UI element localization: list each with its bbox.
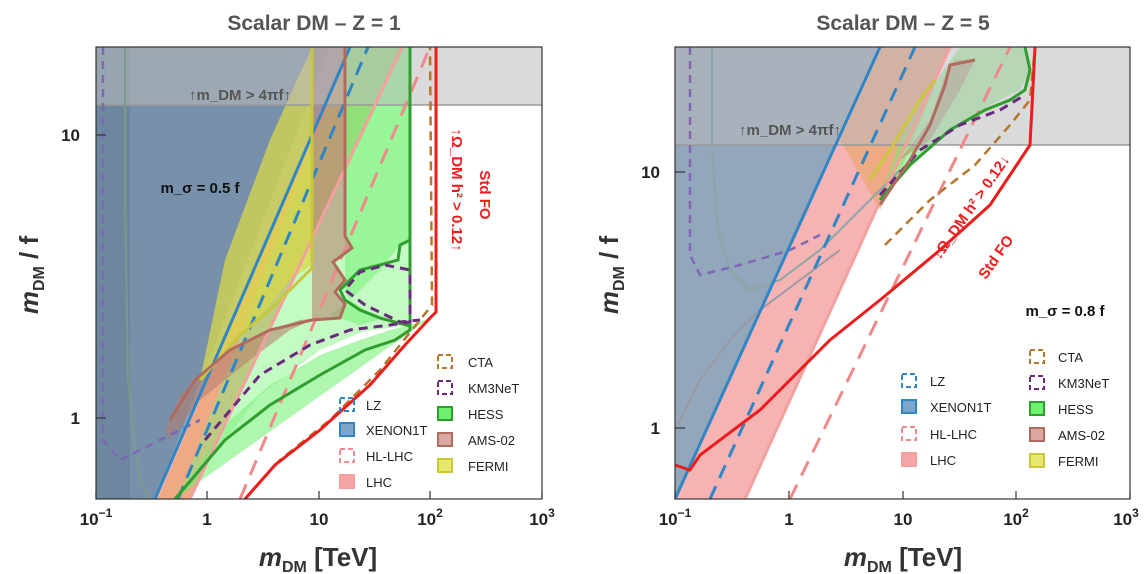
left-xenon-line: [153, 47, 352, 499]
right-perturbativity-label: ↑m_DM > 4πf↑: [739, 122, 841, 139]
right-legend-hllhc: HL-LHC: [930, 427, 977, 442]
right-legend-lz: LZ: [930, 374, 945, 389]
right-legend-km3net: KM3NeT: [1058, 376, 1109, 391]
right-legend-fermi: FERMI: [1058, 454, 1098, 469]
left-hess-region: [175, 47, 430, 499]
right-panel: Scalar DM – Z = 5: [594, 12, 1139, 574]
right-legend-ams: AMS-02: [1058, 428, 1105, 443]
right-legend-xenon: XENON1T: [930, 400, 991, 415]
left-lhc-line: [188, 47, 404, 499]
left-plot-area: [96, 47, 542, 499]
left-xtick-1: 1: [202, 510, 211, 529]
right-xtick-2: 10: [894, 510, 913, 529]
right-km3net-line: [878, 93, 1026, 196]
left-ams-line: [168, 47, 354, 421]
right-stdfo-label: Std FO: [975, 232, 1017, 282]
left-legend-hess: HESS: [468, 407, 504, 422]
right-fermi-line: [868, 79, 937, 181]
left-fermi-line: [198, 47, 314, 381]
left-legend-hllhc: HL-LHC: [366, 449, 413, 464]
left-hllhc-line: [238, 47, 432, 499]
left-gray-curve: [124, 47, 151, 499]
right-ytick-0: 1: [651, 419, 660, 438]
right-xticks: [674, 491, 1131, 499]
left-fermi-region: [200, 47, 312, 380]
right-mass-ratio-label: m_σ = 0.8 f: [1025, 303, 1105, 320]
left-stdfo-line: [243, 47, 438, 499]
left-ytick-1: 10: [61, 126, 80, 145]
left-perturbativity-band: [96, 47, 542, 105]
left-legend-cta: CTA: [468, 355, 493, 370]
left-ylabel: mDM / f: [14, 235, 48, 314]
left-mass-ratio-label: m_σ = 0.5 f: [160, 180, 240, 197]
left-km3net-line: [203, 263, 421, 441]
right-xlabel: mDM [TeV]: [844, 542, 962, 574]
left-purple-dash-lowmass: [101, 47, 201, 462]
left-xlabel: mDM [TeV]: [259, 542, 377, 574]
right-gray-curve-2: [675, 249, 841, 431]
right-ytick-1: 10: [641, 163, 660, 182]
left-ytick-0: 1: [71, 409, 80, 428]
left-title: Scalar DM – Z = 1: [227, 12, 401, 35]
left-dark-overlay: [96, 47, 130, 499]
right-stdfo-line: [675, 47, 1037, 472]
left-xtick-3: 102: [417, 506, 443, 529]
right-purple-dash-lowmass: [688, 47, 821, 277]
left-perturbativity-label: ↑m_DM > 4πf↑: [189, 87, 291, 104]
right-hess-line: [878, 47, 1032, 201]
right-gray-curve: [711, 47, 901, 292]
left-hess-line: [173, 47, 412, 499]
right-ams-line: [878, 58, 976, 206]
right-legend-lhc: LHC: [930, 453, 956, 468]
right-hllhc-line: [788, 47, 1012, 499]
left-xtick-2: 10: [310, 510, 329, 529]
right-ylabel: mDM / f: [594, 235, 628, 314]
right-legend: LZ XENON1T HL-LHC LHC CTA KM3NeT HESS AM…: [901, 349, 1109, 469]
left-relic-label: ↑Ω_DM h² > 0.12↑: [448, 128, 465, 251]
left-xtick-0: 10−1: [80, 506, 113, 529]
left-legend-xenon: XENON1T: [366, 423, 427, 438]
left-legend-km3net: KM3NeT: [468, 381, 519, 396]
right-xtick-3: 102: [1003, 506, 1029, 529]
left-yticks: [96, 134, 106, 419]
left-legend-ams: AMS-02: [468, 433, 515, 448]
left-legend-fermi: FERMI: [468, 459, 508, 474]
left-legend: CTA KM3NeT HESS AMS-02 FERMI LZ XENON1T …: [339, 354, 519, 490]
right-legend-hess: HESS: [1058, 402, 1094, 417]
right-plot-area: [675, 47, 1130, 499]
right-xtick-4: 103: [1113, 506, 1139, 529]
right-xtick-0: 10−1: [659, 506, 692, 529]
right-xenon-line: [675, 47, 882, 499]
left-lz-line: [176, 47, 370, 499]
right-yticks: [675, 171, 685, 429]
right-lhc-line: [743, 47, 952, 499]
left-panel: Scalar DM – Z = 1: [14, 12, 555, 574]
right-legend-cta: CTA: [1058, 350, 1083, 365]
right-cta-line: [884, 47, 1037, 246]
left-legend-lz: LZ: [366, 398, 381, 413]
left-xtick-4: 103: [529, 506, 555, 529]
left-legend-lhc: LHC: [366, 475, 392, 490]
left-stdfo-label: Std FO: [476, 170, 493, 219]
right-xtick-1: 1: [784, 510, 793, 529]
right-title: Scalar DM – Z = 5: [816, 12, 990, 35]
left-xticks: [95, 491, 543, 499]
